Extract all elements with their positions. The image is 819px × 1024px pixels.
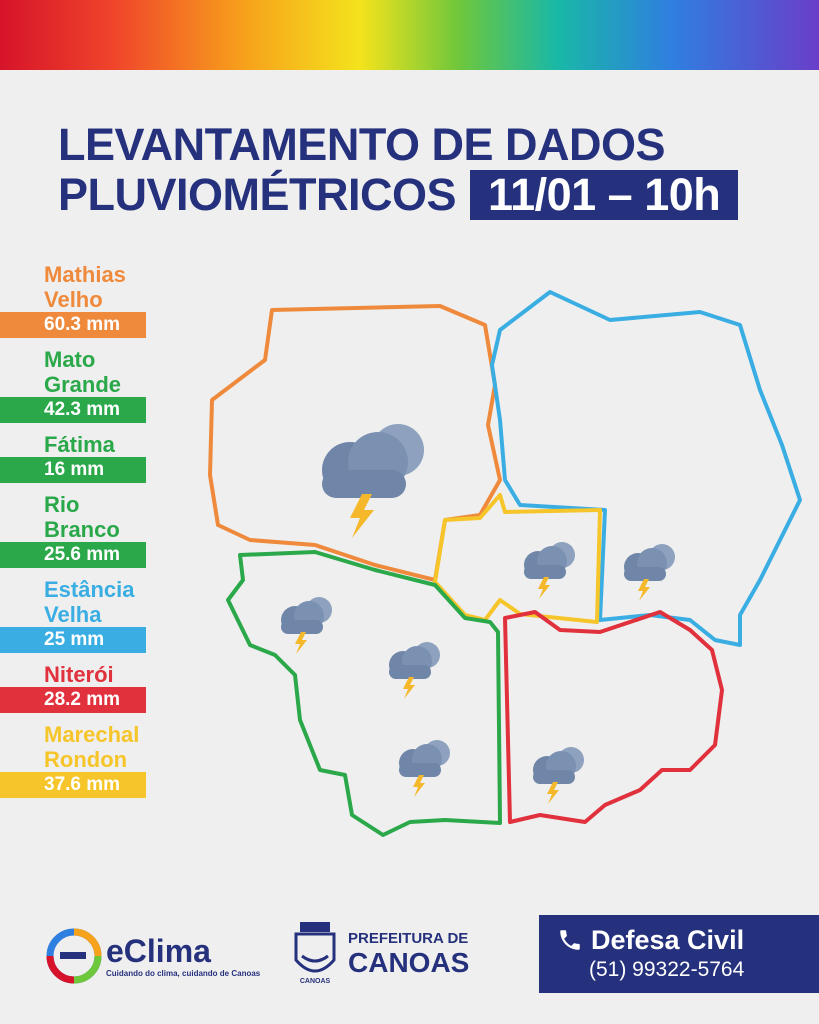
- prefeitura-line2: CANOAS: [348, 947, 470, 978]
- storm-cloud-icon: [624, 544, 675, 601]
- defesa-phone: (51) 99322-5764: [589, 958, 745, 981]
- eclima-name: eClima: [106, 932, 211, 969]
- storm-cloud-icon: [322, 424, 424, 538]
- region-niteroi: [503, 610, 724, 824]
- region-estancia-velha: [490, 290, 802, 647]
- legend-value: 37.6 mm: [0, 772, 146, 798]
- legend-item-marechal-rondon: Marechal Rondon 37.6 mm: [0, 722, 160, 798]
- legend-item-mathias-velho: Mathias Velho 60.3 mm: [0, 262, 160, 338]
- legend-item-fatima: Fátima 16 mm: [0, 432, 160, 483]
- legend-item-rio-branco: Rio Branco 25.6 mm: [0, 492, 160, 568]
- legend-name: Marechal Rondon: [44, 722, 140, 772]
- legend-value: 25.6 mm: [0, 542, 146, 568]
- storm-cloud-icon: [281, 597, 332, 654]
- prefeitura-logo: CANOAS PREFEITURA DE CANOAS: [290, 920, 469, 988]
- region-rio-branco: [226, 550, 502, 837]
- rainbow-banner: [0, 0, 819, 70]
- legend-item-mato-grande: Mato Grande 42.3 mm: [0, 347, 160, 423]
- legend-item-niteroi: Niterói 28.2 mm: [0, 662, 160, 713]
- legend-value: 25 mm: [0, 627, 146, 653]
- date-badge: 11/01 – 10h: [470, 170, 739, 220]
- legend-name: Estância Velha: [44, 577, 135, 627]
- storm-cloud-icon: [533, 747, 584, 804]
- legend-name: Niterói: [44, 662, 114, 687]
- canoas-crest-icon: CANOAS: [294, 922, 336, 985]
- defesa-civil-contact: Defesa Civil (51) 99322-5764: [539, 915, 819, 993]
- storm-cloud-icon: [524, 542, 575, 599]
- legend-name: Mathias Velho: [44, 262, 126, 312]
- eclima-logo: eClima Cuidando do clima, cuidando de Ca…: [46, 928, 260, 984]
- title-line-1: LEVANTAMENTO DE DADOS: [58, 119, 666, 170]
- legend-name: Rio Branco: [44, 492, 120, 542]
- crest-text: CANOAS: [300, 978, 331, 985]
- defesa-title: Defesa Civil: [591, 925, 745, 955]
- legend-value: 60.3 mm: [0, 312, 146, 338]
- legend: Mathias Velho 60.3 mm Mato Grande 42.3 m…: [0, 262, 160, 807]
- phone-icon: [560, 930, 580, 950]
- storm-cloud-icon: [389, 642, 440, 699]
- eclima-icon: [46, 928, 102, 984]
- title-line-2: PLUVIOMÉTRICOS: [58, 169, 457, 220]
- page-title: LEVANTAMENTO DE DADOS PLUVIOMÉTRICOS 11/…: [58, 119, 739, 220]
- legend-value: 28.2 mm: [0, 687, 146, 713]
- legend-value: 42.3 mm: [0, 397, 146, 423]
- region-marechal-rondon: [433, 493, 602, 624]
- legend-value: 16 mm: [0, 457, 146, 483]
- eclima-tagline: Cuidando do clima, cuidando de Canoas: [106, 968, 261, 978]
- legend-name: Mato Grande: [44, 347, 122, 397]
- legend-name: Fátima: [44, 432, 115, 457]
- storm-cloud-icon: [399, 740, 450, 797]
- prefeitura-line1: PREFEITURA DE: [348, 930, 469, 947]
- legend-item-estancia-velha: Estância Velha 25 mm: [0, 577, 160, 653]
